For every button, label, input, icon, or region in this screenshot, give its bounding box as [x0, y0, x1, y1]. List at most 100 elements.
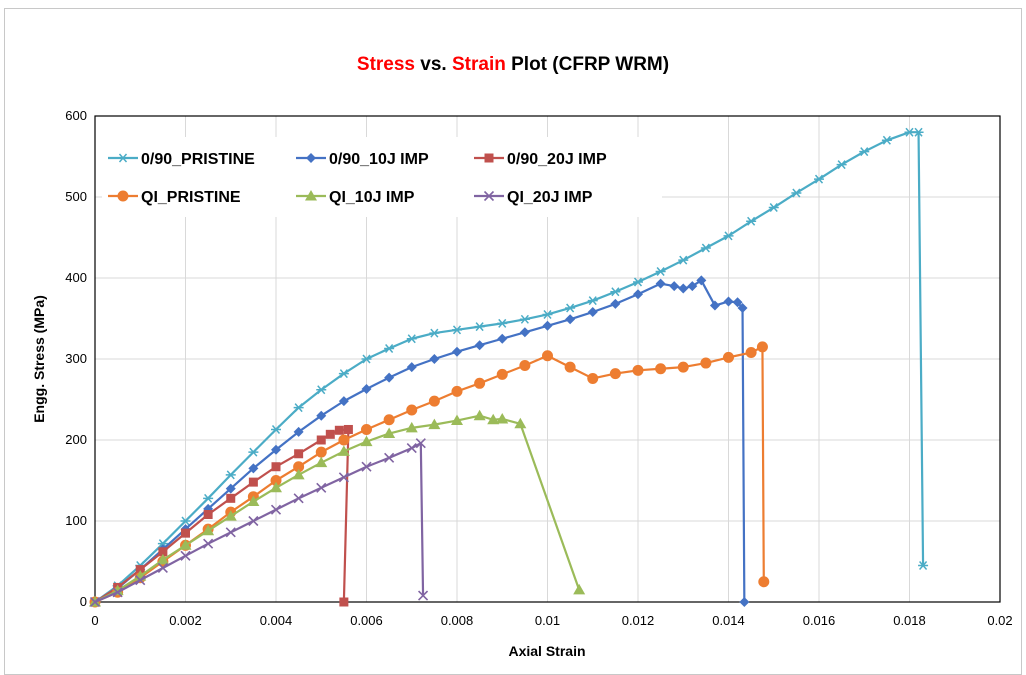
data-point	[338, 472, 349, 483]
data-point	[904, 127, 915, 137]
data-point	[343, 424, 353, 434]
data-point	[248, 515, 259, 527]
data-point	[337, 445, 350, 456]
data-point	[452, 325, 462, 335]
legend-label: 0/90_20J IMP	[507, 151, 607, 168]
data-point	[814, 174, 824, 184]
data-point	[451, 414, 463, 426]
title-part-0: Stress	[356, 54, 415, 75]
series-line	[94, 442, 425, 604]
data-point	[474, 340, 485, 351]
data-point	[587, 372, 599, 384]
data-point	[383, 427, 396, 439]
y-tick-label: 400	[65, 270, 87, 285]
data-point	[316, 482, 327, 493]
data-point	[723, 296, 734, 307]
data-point	[696, 275, 707, 286]
data-point	[918, 561, 929, 571]
legend-marker	[117, 190, 129, 202]
data-point	[180, 516, 191, 526]
data-point	[565, 303, 576, 313]
series-3	[89, 341, 770, 608]
data-point	[429, 328, 440, 338]
data-point	[203, 538, 214, 549]
legend: 0/90_PRISTINE 0/90_10J IMP 0/90_20J IMP QI_…	[102, 137, 662, 217]
data-point	[474, 377, 486, 389]
data-point	[881, 135, 892, 145]
y-tick-label: 600	[65, 108, 87, 123]
data-point	[157, 562, 168, 574]
series-1	[90, 275, 750, 607]
data-point	[756, 341, 768, 353]
data-point	[451, 385, 463, 397]
data-point	[700, 357, 712, 369]
data-point	[293, 426, 304, 437]
y-tick-label: 300	[65, 351, 87, 366]
data-point	[417, 590, 429, 601]
data-point	[203, 493, 214, 503]
data-point	[361, 423, 372, 435]
data-point	[338, 396, 349, 407]
data-point	[383, 414, 395, 426]
data-point	[746, 216, 757, 226]
data-point	[406, 362, 417, 373]
x-tick-label: 0.016	[803, 613, 836, 628]
data-point	[271, 424, 281, 434]
data-point	[487, 413, 500, 425]
plot-area-border	[94, 115, 1001, 603]
data-point	[248, 447, 259, 457]
data-point	[497, 333, 508, 344]
data-point	[709, 300, 720, 311]
data-point	[542, 350, 553, 362]
data-point	[633, 289, 643, 300]
x-tick-label: 0	[91, 613, 98, 628]
data-point	[473, 409, 486, 421]
data-point	[248, 477, 258, 487]
data-point	[224, 510, 237, 521]
data-point	[428, 395, 440, 407]
y-tick-label: 100	[65, 513, 87, 528]
data-point	[496, 412, 509, 424]
x-tick-label: 0.01	[535, 613, 560, 628]
data-point	[758, 576, 770, 588]
data-point	[514, 417, 527, 429]
series-4	[89, 409, 586, 607]
data-point	[180, 550, 191, 561]
legend-marker	[483, 190, 495, 202]
data-point	[338, 434, 350, 446]
legend-item: QI_20J IMP	[474, 189, 593, 206]
data-point	[913, 127, 924, 137]
data-point	[415, 438, 426, 449]
x-tick-labels: 0 0.002 0.004 0.006 0.008 0.01 0.012 0.014 0.016…	[91, 613, 1012, 628]
data-point	[732, 297, 743, 308]
data-point	[179, 539, 192, 550]
data-point	[334, 425, 344, 435]
data-point	[325, 429, 335, 439]
x-tick-label: 0.002	[169, 613, 202, 628]
data-point	[587, 296, 598, 306]
data-point	[700, 243, 711, 253]
data-point	[519, 327, 530, 338]
legend-marker	[306, 153, 316, 163]
data-point	[859, 147, 870, 157]
data-point	[739, 597, 750, 607]
data-point	[384, 343, 395, 353]
data-point	[135, 575, 146, 586]
data-point	[610, 298, 621, 309]
data-point	[112, 587, 123, 598]
legend-marker	[118, 153, 128, 163]
data-point	[496, 368, 508, 380]
x-tick-label: 0.012	[622, 613, 655, 628]
data-point	[564, 361, 576, 373]
data-point	[384, 372, 395, 383]
data-point	[384, 452, 395, 463]
data-point	[135, 565, 145, 575]
x-tick-label: 0.02	[987, 613, 1012, 628]
data-point	[203, 510, 213, 520]
data-point	[633, 277, 643, 287]
data-point	[677, 361, 689, 373]
legend-label: QI_10J IMP	[329, 189, 415, 206]
legend-marker	[484, 153, 494, 163]
data-point	[836, 160, 847, 170]
